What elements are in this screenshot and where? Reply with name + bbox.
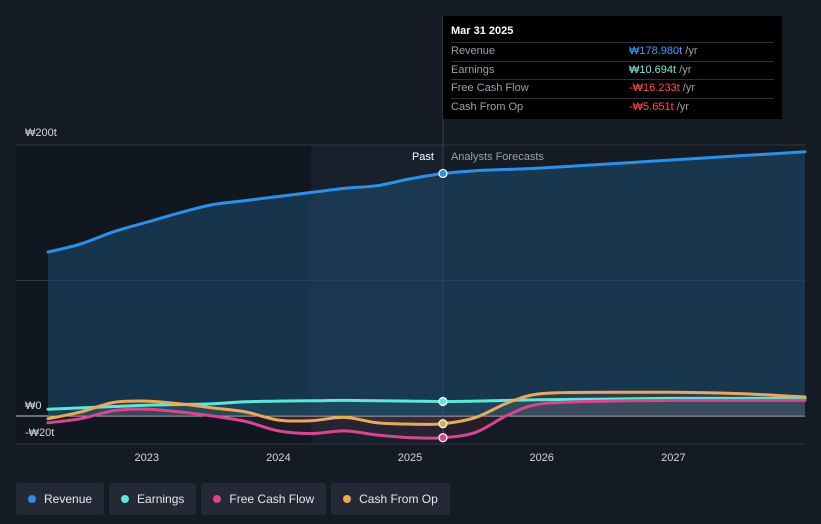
tooltip-value: -₩16.233t /yr	[629, 82, 696, 94]
free-cash-flow-line	[46, 398, 807, 440]
tooltip-row-revenue: Revenue ₩178.980t /yr	[451, 42, 774, 61]
free-cash-flow-area	[48, 400, 805, 439]
earnings-marker	[438, 396, 448, 407]
free-cash-flow-marker	[438, 433, 448, 443]
tooltip-row-cash-from-op: Cash From Op -₩5.651t /yr	[451, 97, 774, 117]
legend-dot-icon	[343, 495, 352, 503]
revenue-marker	[438, 168, 448, 179]
legend-item-earnings[interactable]: Earnings	[109, 483, 197, 515]
tooltip-value: ₩10.694t /yr	[629, 63, 692, 76]
legend-item-free-cash-flow[interactable]: Free Cash Flow	[201, 483, 327, 515]
y-tick-label: ₩0	[25, 400, 42, 412]
chart-legend: Revenue Earnings Free Cash Flow Cash Fro…	[16, 483, 450, 515]
x-tick-label: 2023	[134, 452, 158, 464]
x-tick-label: 2025	[398, 452, 422, 464]
legend-dot-icon	[121, 495, 130, 503]
past-label: Past	[412, 151, 434, 163]
legend-label: Free Cash Flow	[229, 492, 315, 506]
tooltip-date: Mar 31 2025	[451, 25, 514, 37]
tooltip-row-free-cash-flow: Free Cash Flow -₩16.233t /yr	[451, 79, 774, 98]
legend-item-cash-from-op[interactable]: Cash From Op	[331, 483, 450, 515]
legend-dot-icon	[213, 495, 222, 503]
earnings-line	[46, 396, 807, 411]
revenue-area	[48, 151, 805, 417]
x-tick-label: 2027	[661, 452, 685, 464]
tooltip-label: Earnings	[451, 63, 495, 76]
y-tick-label: ₩200t	[25, 127, 57, 139]
tooltip-label: Revenue	[451, 45, 496, 57]
tooltip-row-earnings: Earnings ₩10.694t /yr	[451, 60, 774, 80]
tooltip-panel: Mar 31 2025 Revenue ₩178.980t /yr Earnin…	[443, 16, 782, 119]
legend-item-revenue[interactable]: Revenue	[16, 483, 105, 515]
legend-label: Earnings	[137, 492, 185, 506]
cash-from-op-marker	[438, 419, 448, 429]
tooltip-value: ₩178.980t /yr	[629, 45, 698, 57]
revenue-line	[46, 150, 807, 254]
tooltip-label: Free Cash Flow	[451, 82, 529, 94]
legend-dot-icon	[28, 495, 36, 503]
y-tick-label: -₩20t	[25, 427, 54, 439]
tooltip-label: Cash From Op	[451, 100, 524, 113]
x-tick-label: 2024	[266, 452, 290, 464]
x-tick-label: 2026	[529, 452, 553, 464]
tooltip-value: -₩5.651t /yr	[629, 100, 689, 113]
forecast-label: Analysts Forecasts	[451, 151, 544, 163]
cash-from-op-line	[46, 390, 807, 426]
legend-label: Revenue	[44, 492, 93, 506]
legend-label: Cash From Op	[359, 492, 438, 506]
